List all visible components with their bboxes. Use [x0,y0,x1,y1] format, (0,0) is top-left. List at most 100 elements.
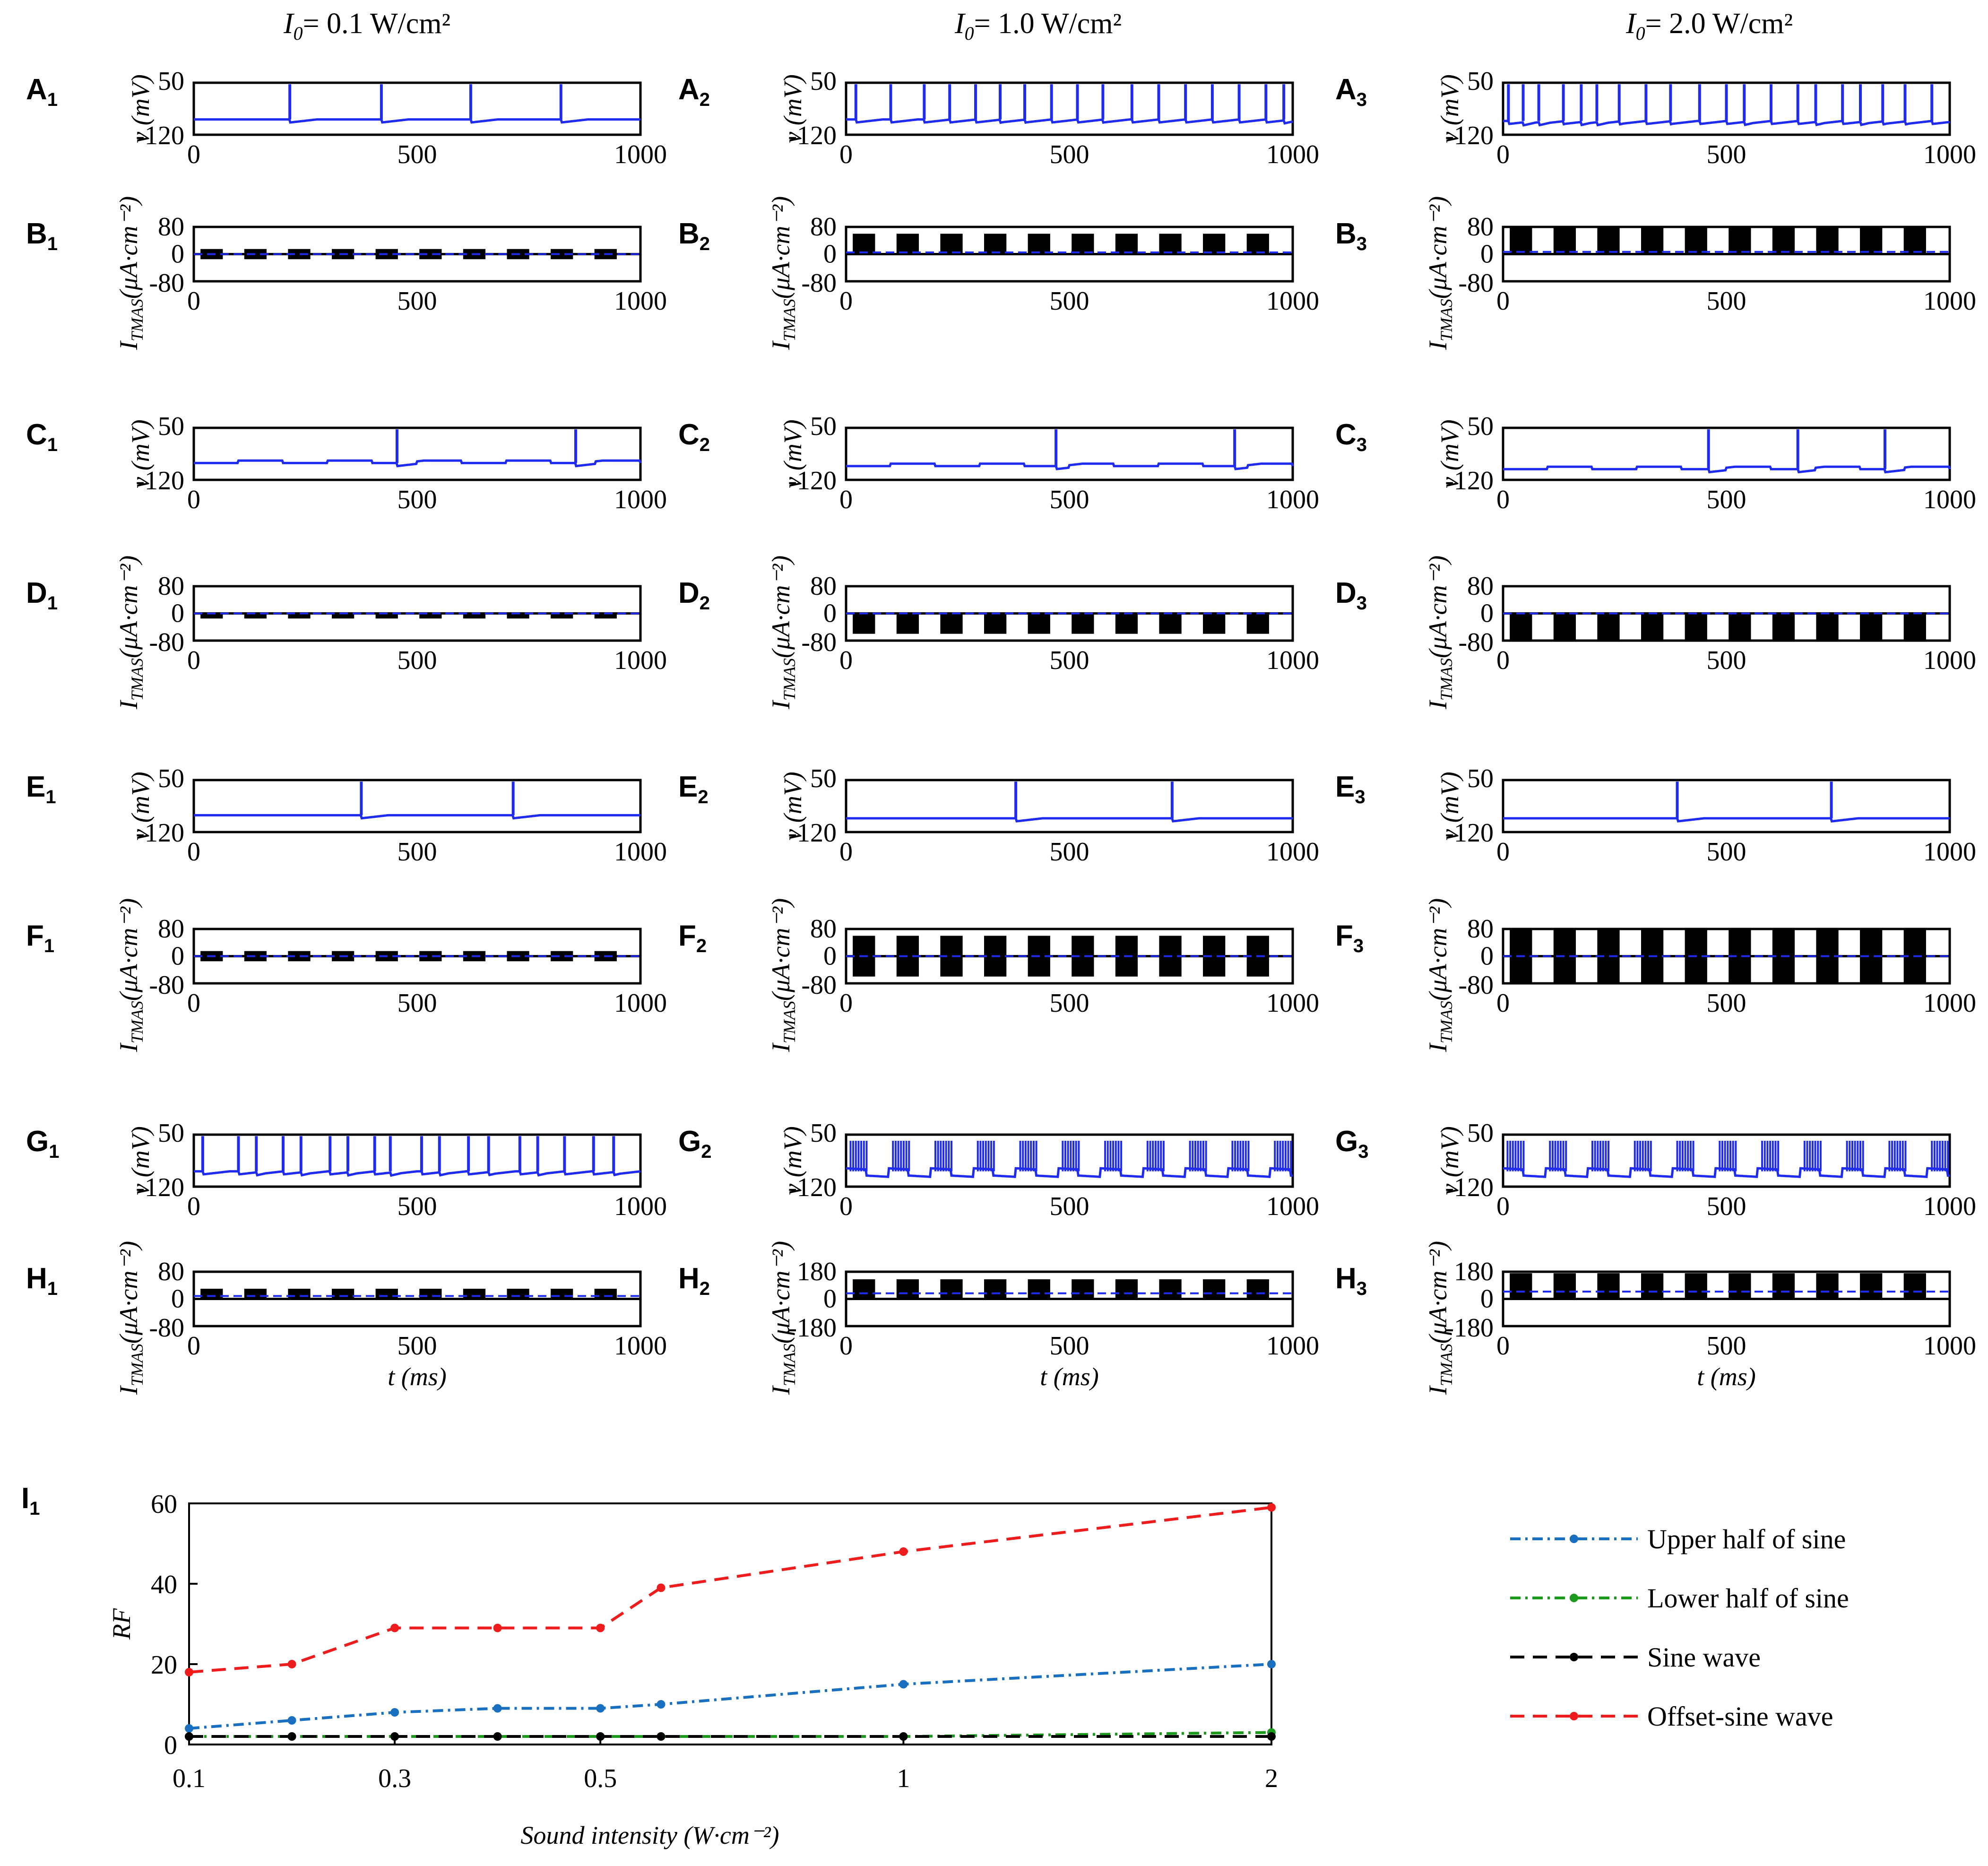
data-point [185,1732,193,1741]
y-tick-label: 0 [1480,240,1494,269]
x-tick-label: 1000 [614,140,667,169]
stimulus-block [1860,613,1883,641]
x-tick-label: 1000 [614,1331,667,1361]
panel-label-sub: 2 [700,593,710,614]
panel-label-sub: 1 [47,434,58,455]
stimulus-block [1115,234,1138,254]
y-tick-label: -80 [149,269,184,298]
panel-label: B3 [1335,217,1367,254]
x-tick-label: 1000 [1266,286,1319,316]
x-tick-label: 1000 [1266,837,1319,867]
x-tick-label: 0.3 [378,1764,411,1793]
data-point [390,1623,399,1632]
x-tick-label: 500 [1707,1331,1746,1361]
y-axis-label-unit: (μA·cm⁻²) [1424,196,1452,299]
membrane-trace [194,1170,641,1177]
stimulus-block [896,234,919,254]
y-axis-label: v (mV) [778,419,807,488]
data-point [657,1700,666,1709]
y-tick-label: 80 [158,572,184,601]
stimulus-block [1072,234,1094,254]
stimulus-block [419,1288,442,1299]
panel-label-sub: 2 [700,89,710,110]
legend-label: Lower half of sine [1647,1583,1849,1614]
panel-label: H2 [678,1262,710,1299]
y-axis-label-unit: (μA·cm⁻²) [114,555,143,658]
stimulus-block [1816,613,1839,641]
y-axis-label-unit: (μA·cm⁻²) [1424,1241,1452,1344]
stimulus-block [1159,613,1182,634]
y-tick-label: 80 [1467,572,1494,601]
y-axis-label: ITMAS(μA·cm⁻²) [1424,196,1456,350]
y-tick-label: 0 [1480,599,1494,628]
panel-label: D2 [678,577,710,614]
panel-label: A2 [678,73,710,110]
y-tick-label: 50 [158,412,184,441]
stimulus-block [1903,1273,1926,1299]
x-tick-label: 500 [398,1192,437,1221]
y-tick-label: 80 [810,914,837,944]
x-tick-label: 0 [1496,286,1510,316]
panel-label: B2 [678,217,710,254]
y-tick-label: 180 [1454,1257,1494,1286]
y-tick-label: -120 [788,1173,837,1202]
y-tick-label: -120 [136,121,184,150]
y-axis-label-sub: TMAS [128,1344,147,1386]
y-axis-label-sub: TMAS [128,1001,147,1043]
stimulus-block [507,613,529,619]
x-tick-label: 1000 [614,286,667,316]
panel-label-sub: 1 [49,1141,59,1162]
y-tick-label: -120 [1445,818,1494,848]
y-tick-label: 0 [1480,942,1494,971]
y-tick-label: 80 [158,914,184,944]
membrane-trace [846,817,1293,823]
panel-label: H1 [26,1262,58,1299]
data-point [287,1660,296,1668]
panel-label-sub: 3 [1357,89,1367,110]
stimulus-block [1028,234,1050,254]
y-tick-label: -80 [1458,628,1494,657]
stimulus-block [1903,227,1926,254]
series-line [189,1663,1272,1730]
y-axis-label: v (mV) [126,74,155,143]
membrane-trace [194,459,642,468]
panel-label: G1 [26,1125,59,1162]
x-tick-label: 0 [839,837,853,867]
y-tick-label: -80 [149,1313,184,1343]
y-axis-label: v (mV) [126,772,155,840]
data-point [899,1732,908,1741]
stimulus-block [1553,227,1576,254]
membrane-trace [846,1167,1293,1178]
y-tick-label: -80 [1458,269,1494,298]
y-tick-label: 50 [810,1119,837,1148]
panel-label-sub: 1 [47,234,58,254]
stimulus-block [1772,227,1795,254]
x-tick-label: 500 [398,140,437,169]
x-tick-label: 500 [398,1331,437,1361]
y-tick-label: 40 [151,1570,177,1599]
y-axis-label-unit: (μA·cm⁻²) [1424,898,1452,1001]
membrane-trace [846,118,1293,125]
series-line [189,1506,1272,1674]
stimulus-block [1903,613,1926,641]
x-tick-label: 1000 [614,989,667,1018]
y-axis-label-main: I [114,340,143,350]
y-axis-label-sub: TMAS [1437,299,1456,341]
plot-frame [192,1133,642,1188]
x-tick-label: 0.5 [584,1764,617,1793]
x-tick-label: 0 [839,646,853,675]
y-axis-label: ITMAS(μA·cm⁻²) [767,898,799,1052]
legend-marker [1570,1653,1578,1661]
y-tick-label: 0 [1480,1285,1494,1314]
x-tick-label: 1000 [1266,1192,1319,1221]
x-tick-label: 1000 [1266,646,1319,675]
y-axis-label-main: I [767,1042,795,1052]
